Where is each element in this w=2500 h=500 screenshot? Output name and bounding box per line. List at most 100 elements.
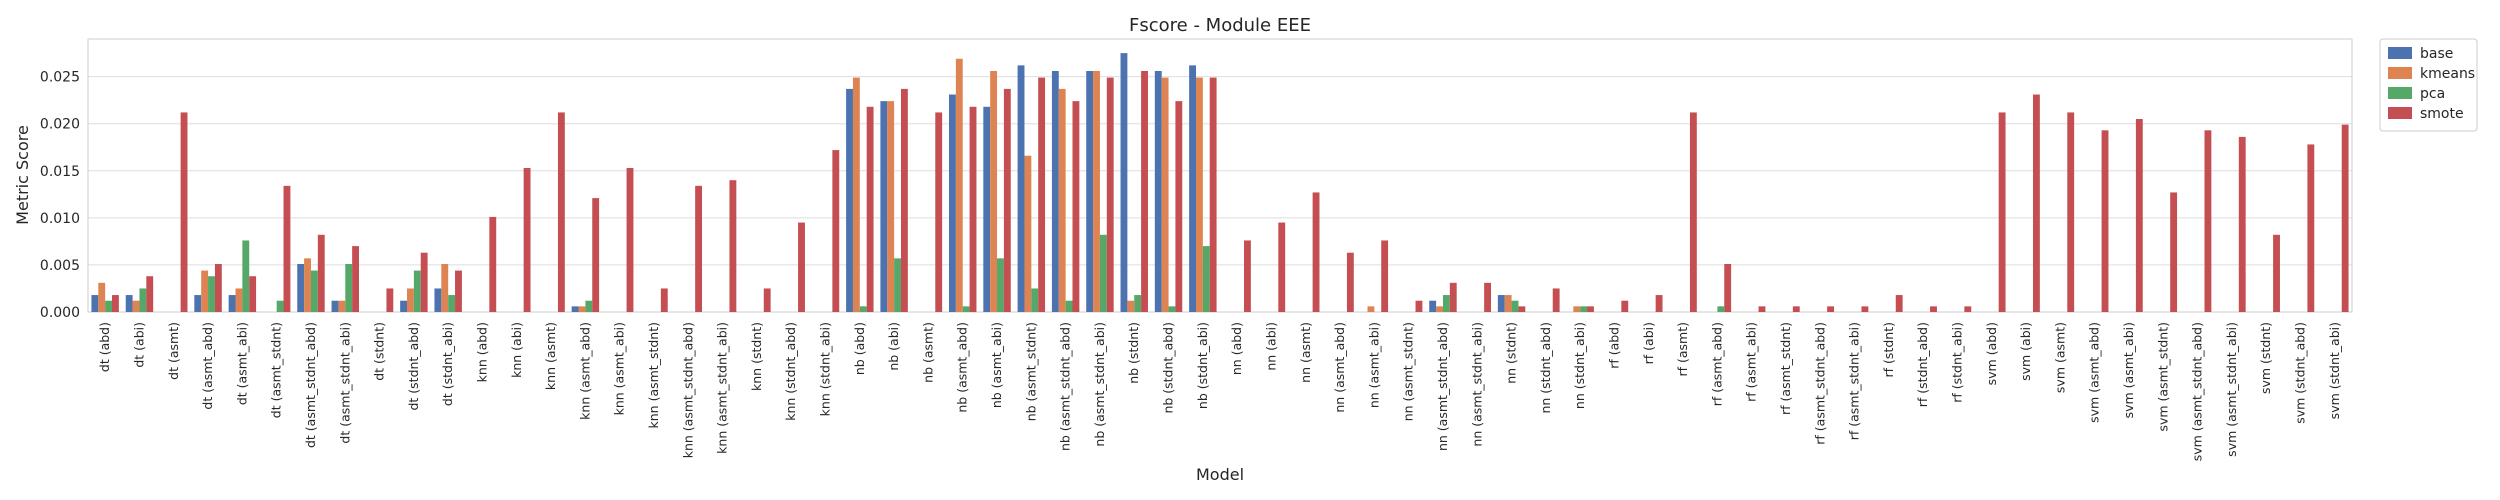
x-tick-label: dt (asmt_stdnt_abd) (303, 322, 318, 448)
y-tick-label: 0.000 (40, 305, 80, 321)
x-tick-label: dt (asmt_stdnt) (269, 322, 284, 418)
bar-smote (1278, 222, 1286, 312)
bar-pca (1134, 295, 1142, 312)
x-tick-label: nn (stdnt_abi) (1572, 322, 1587, 409)
bar-pca (997, 258, 1004, 312)
bar-pca (1511, 300, 1519, 312)
bar-smote (1587, 306, 1594, 312)
bar-smote (2135, 119, 2143, 312)
bar-base (297, 263, 305, 312)
bar-kmeans (1367, 306, 1375, 312)
x-tick-label: svm (asmt) (2052, 322, 2067, 393)
legend-label: smote (2420, 106, 2464, 122)
bar-smote (180, 112, 188, 313)
bar-kmeans (304, 258, 311, 312)
x-tick-label: knn (stdnt_abd) (783, 322, 798, 421)
legend-label: kmeans (2420, 66, 2475, 82)
bar-base (1051, 71, 1059, 312)
bar-smote (1827, 306, 1835, 312)
bar-smote (592, 198, 600, 312)
bar-smote (1861, 306, 1869, 312)
y-tick-label: 0.005 (40, 258, 80, 274)
y-tick-label: 0.015 (40, 164, 80, 180)
bar-smote (2204, 130, 2212, 312)
bar-smote (523, 167, 531, 312)
bar-smote (1106, 77, 1114, 312)
bar-kmeans (201, 270, 209, 312)
bar-pca (413, 270, 421, 312)
bar-smote (283, 185, 291, 312)
bar-base (1189, 65, 1196, 313)
bar-base (1497, 295, 1505, 312)
bar-smote (1758, 306, 1766, 312)
bar-smote (798, 222, 805, 312)
bar-smote (557, 112, 565, 313)
x-tick-label: knn (asmt_stdnt_abd) (680, 322, 695, 458)
bar-kmeans (98, 282, 106, 312)
bar-pca (894, 258, 901, 312)
legend-label: base (2420, 46, 2453, 62)
x-tick-label: knn (asmt_abi) (612, 322, 627, 415)
x-tick-label: nn (asmt_abd) (1332, 322, 1347, 413)
x-tick-label: nb (stdnt) (1126, 322, 1141, 384)
bar-base (400, 300, 408, 312)
x-tick-label: knn (stdnt_abi) (818, 322, 833, 416)
bar-smote (1346, 252, 1354, 312)
bar-smote (112, 295, 119, 312)
bar-smote (1621, 300, 1629, 312)
bar-smote (1895, 295, 1903, 312)
bar-smote (832, 150, 840, 312)
x-tick-label: knn (stdnt) (749, 322, 764, 391)
x-tick-label: nb (asmt_stdnt_abi) (1092, 322, 1107, 447)
x-tick-label: knn (abd) (474, 322, 489, 382)
bar-smote (1209, 77, 1217, 312)
bar-kmeans (235, 288, 243, 312)
bar-pca (1031, 288, 1039, 312)
x-tick-label: dt (stdnt) (372, 322, 387, 381)
bar-smote (455, 270, 462, 312)
bar-smote (2067, 112, 2075, 313)
x-tick-label: rf (abi) (1641, 322, 1656, 364)
bar-pca (345, 263, 353, 312)
bar-base (1429, 300, 1437, 312)
bar-pca (1168, 306, 1176, 312)
bar-pca (310, 270, 318, 312)
x-tick-label: knn (asmt_stdnt_abi) (715, 322, 730, 454)
bar-kmeans (338, 300, 346, 312)
bar-smote (763, 288, 771, 312)
bar-smote (1655, 295, 1663, 312)
bar-pca (859, 306, 867, 312)
x-tick-label: nb (stdnt_abi) (1195, 322, 1210, 409)
x-tick-label: rf (asmt) (1675, 322, 1690, 377)
bar-smote (695, 185, 703, 312)
chart-title: Fscore - Module EEE (1129, 15, 1311, 36)
bar-smote (214, 263, 222, 312)
bar-smote (1792, 306, 1800, 312)
bar-kmeans (441, 263, 449, 312)
x-tick-label: svm (asmt_abd) (2087, 322, 2102, 423)
x-tick-label: svm (stdnt_abi) (2327, 322, 2342, 419)
x-tick-label: nb (abd) (852, 322, 867, 375)
y-tick-labels: 0.000 0.005 0.010 0.015 0.020 0.025 (40, 70, 80, 321)
x-tick-label: dt (stdnt_abd) (406, 322, 421, 411)
bar-kmeans (1024, 155, 1032, 312)
bar-smote (1449, 282, 1457, 312)
bar-base (125, 295, 133, 312)
bar-base (571, 306, 579, 312)
legend: base kmeans pca smote (2379, 38, 2478, 132)
bar-kmeans (407, 288, 414, 312)
x-tick-label: rf (asmt_abd) (1709, 322, 1724, 406)
bar-smote (2170, 192, 2178, 312)
y-tick-label: 0.010 (40, 211, 80, 227)
legend-swatch (2388, 87, 2412, 99)
bar-base (1086, 71, 1094, 312)
legend-swatch (2388, 107, 2412, 119)
bar-base (880, 101, 888, 312)
bar-pca (105, 300, 113, 312)
x-tick-label: rf (asmt_stdnt_abi) (1847, 322, 1862, 440)
bar-base (91, 295, 99, 312)
bar-base (331, 300, 339, 312)
bar-pca (1065, 300, 1073, 312)
x-tick-label: rf (asmt_stdnt_abd) (1812, 322, 1827, 445)
x-tick-label: nn (asmt) (1298, 322, 1313, 383)
